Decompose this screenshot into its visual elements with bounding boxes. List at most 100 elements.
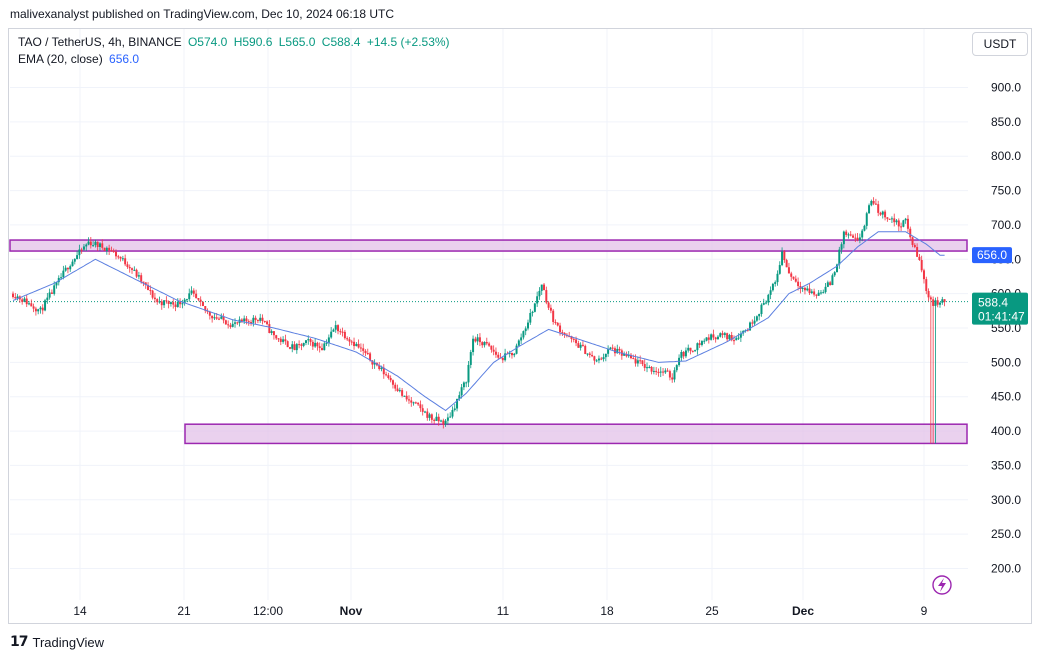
candle-body <box>398 390 401 392</box>
candle-body <box>611 347 614 349</box>
candle-body <box>458 395 461 399</box>
candle-body <box>689 347 692 351</box>
candle-body <box>362 348 365 351</box>
symbol-info[interactable]: TAO / TetherUS, 4h, BINANCE <box>18 35 182 49</box>
y-tick-label: 700.0 <box>991 218 1021 232</box>
x-tick-label: Dec <box>792 604 814 618</box>
price-markers: 656.0 588.401:41:47 <box>972 247 1028 325</box>
candle-body <box>327 337 330 343</box>
candle-body <box>133 269 136 271</box>
candle-body <box>694 350 697 352</box>
tradingview-branding[interactable]: 17 TradingView <box>10 634 104 650</box>
candle-body <box>865 213 868 226</box>
candle-body <box>707 337 710 340</box>
candle-body <box>259 317 262 321</box>
candle-body <box>261 317 264 321</box>
ema-label[interactable]: EMA (20, close) <box>18 52 103 66</box>
candle-body <box>785 260 788 268</box>
candle-body <box>73 258 76 262</box>
candle-body <box>215 317 218 319</box>
candle-body <box>348 339 351 342</box>
candle-body <box>156 299 159 303</box>
candle-body <box>293 344 296 351</box>
candle-body <box>451 410 454 417</box>
candle-body <box>872 200 875 204</box>
candle-body <box>430 414 433 420</box>
candle-body <box>201 301 204 307</box>
lightning-icon[interactable] <box>932 575 952 595</box>
candle-body <box>304 340 307 343</box>
candle-body <box>282 339 285 342</box>
candle-body <box>501 358 504 361</box>
candle-body <box>229 325 232 327</box>
tradingview-logo-icon: 17 <box>10 634 29 650</box>
candle-body <box>790 273 793 277</box>
candle-body <box>163 300 166 306</box>
candle-body <box>288 347 291 349</box>
candle-body <box>664 370 667 373</box>
candle-body <box>662 371 665 373</box>
currency-button[interactable]: USDT <box>972 32 1028 56</box>
candle-body <box>353 341 356 347</box>
candle-body <box>623 353 626 356</box>
candle-body <box>730 335 733 341</box>
candle-body <box>440 420 443 422</box>
candle-body <box>44 300 47 311</box>
candle-body <box>131 268 134 270</box>
y-tick-label: 750.0 <box>991 184 1021 198</box>
candle-body <box>634 358 637 364</box>
candle-body <box>529 312 532 323</box>
candle-body <box>698 343 701 345</box>
candle-body <box>563 332 566 335</box>
candle-body <box>762 302 765 305</box>
candle-body <box>591 354 594 357</box>
candle-body <box>321 348 323 351</box>
candle-body <box>222 316 225 321</box>
candle-body <box>813 291 816 295</box>
candle-body <box>911 237 914 245</box>
candle-body <box>723 333 726 335</box>
candle-body <box>69 266 72 270</box>
candle-body <box>478 337 481 343</box>
candle-body <box>474 338 477 342</box>
candle-body <box>37 309 40 312</box>
candle-body <box>50 292 53 294</box>
candle-body <box>76 255 79 259</box>
candle-body <box>632 358 635 360</box>
candle-body <box>716 336 719 340</box>
candle-body <box>389 377 392 381</box>
candle-body <box>355 343 358 347</box>
y-tick-label: 800.0 <box>991 149 1021 163</box>
candle-body <box>465 382 468 384</box>
candle-body <box>751 322 754 324</box>
zones <box>9 239 968 445</box>
candle-body <box>929 297 932 300</box>
candle-body <box>103 247 106 251</box>
candle-body <box>822 292 825 294</box>
candle-body <box>80 249 83 251</box>
candle-body <box>284 339 287 342</box>
candle-body <box>444 420 447 425</box>
candle-body <box>767 294 770 303</box>
candle-body <box>247 321 250 323</box>
candle-body <box>849 234 852 236</box>
candle-body <box>572 338 575 340</box>
candle-body <box>66 267 69 270</box>
candle-body <box>613 348 616 354</box>
candle-body <box>236 322 239 324</box>
candle-body <box>195 293 198 299</box>
low-value: L565.0 <box>278 35 316 49</box>
candle-body <box>110 250 113 252</box>
candle-body <box>137 275 140 277</box>
candle-body <box>536 296 539 304</box>
candle-body <box>932 299 935 306</box>
candle-body <box>369 353 372 361</box>
change-value: +14.5 (+2.53%) <box>366 35 450 49</box>
candle-body <box>48 292 51 298</box>
x-tick-label: 14 <box>73 604 87 618</box>
candle-body <box>570 336 573 339</box>
candle-body <box>552 310 555 322</box>
candle-body <box>407 399 410 401</box>
candle-body <box>396 388 399 391</box>
